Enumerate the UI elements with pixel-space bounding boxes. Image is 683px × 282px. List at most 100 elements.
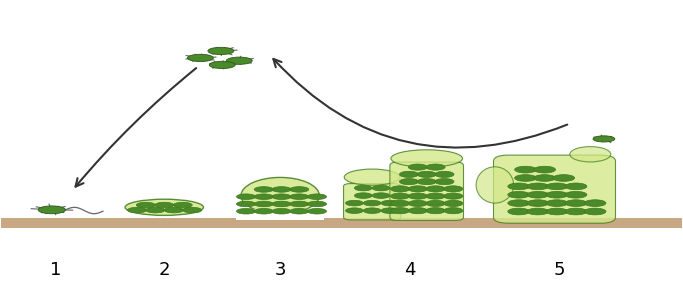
Text: 4: 4 <box>404 261 415 279</box>
Ellipse shape <box>272 201 291 207</box>
Ellipse shape <box>408 193 428 199</box>
Ellipse shape <box>272 194 291 199</box>
Ellipse shape <box>553 175 574 181</box>
Ellipse shape <box>354 185 372 191</box>
Ellipse shape <box>346 200 363 206</box>
Ellipse shape <box>137 202 156 208</box>
Ellipse shape <box>187 54 213 61</box>
Ellipse shape <box>514 166 536 173</box>
Ellipse shape <box>508 191 529 198</box>
Ellipse shape <box>128 207 147 213</box>
Bar <box>236 209 324 220</box>
Ellipse shape <box>508 200 529 206</box>
Ellipse shape <box>514 175 536 181</box>
Ellipse shape <box>354 193 372 198</box>
Ellipse shape <box>391 150 462 167</box>
Ellipse shape <box>372 185 390 191</box>
Ellipse shape <box>372 193 390 198</box>
Ellipse shape <box>346 208 363 213</box>
Ellipse shape <box>381 200 399 206</box>
Ellipse shape <box>527 183 548 190</box>
Ellipse shape <box>444 193 463 199</box>
Ellipse shape <box>444 186 463 192</box>
Ellipse shape <box>38 206 66 214</box>
FancyBboxPatch shape <box>390 162 464 221</box>
Ellipse shape <box>426 193 445 199</box>
Ellipse shape <box>307 201 326 207</box>
Ellipse shape <box>236 194 255 199</box>
Ellipse shape <box>417 179 436 185</box>
Ellipse shape <box>435 171 454 177</box>
Ellipse shape <box>527 191 548 198</box>
Ellipse shape <box>565 208 587 215</box>
Ellipse shape <box>570 147 611 162</box>
FancyBboxPatch shape <box>494 155 615 223</box>
Ellipse shape <box>546 208 568 215</box>
Ellipse shape <box>417 171 436 177</box>
Ellipse shape <box>408 164 428 170</box>
Ellipse shape <box>508 208 529 215</box>
Ellipse shape <box>546 200 568 206</box>
Ellipse shape <box>307 194 326 199</box>
Ellipse shape <box>290 187 309 192</box>
Ellipse shape <box>391 186 410 192</box>
Ellipse shape <box>546 183 568 190</box>
Ellipse shape <box>173 202 192 208</box>
Ellipse shape <box>408 208 428 214</box>
Ellipse shape <box>254 208 273 214</box>
Text: 1: 1 <box>50 261 61 279</box>
Ellipse shape <box>391 208 410 214</box>
Ellipse shape <box>593 136 615 142</box>
Ellipse shape <box>565 200 587 206</box>
Ellipse shape <box>208 47 234 55</box>
Ellipse shape <box>391 200 410 206</box>
Ellipse shape <box>254 194 273 199</box>
Ellipse shape <box>508 183 529 190</box>
Ellipse shape <box>165 207 183 213</box>
Ellipse shape <box>426 208 445 214</box>
Ellipse shape <box>290 201 309 207</box>
Ellipse shape <box>527 200 548 206</box>
Ellipse shape <box>236 208 255 214</box>
Ellipse shape <box>400 171 419 177</box>
Ellipse shape <box>476 167 514 203</box>
Ellipse shape <box>241 177 320 214</box>
Ellipse shape <box>290 208 309 214</box>
Ellipse shape <box>546 191 568 198</box>
Ellipse shape <box>584 200 606 206</box>
Ellipse shape <box>226 57 252 64</box>
Ellipse shape <box>155 202 174 208</box>
Ellipse shape <box>125 199 204 215</box>
Ellipse shape <box>408 200 428 206</box>
Ellipse shape <box>209 61 235 69</box>
Text: 3: 3 <box>275 261 286 279</box>
Ellipse shape <box>435 179 454 185</box>
Ellipse shape <box>254 187 273 192</box>
Ellipse shape <box>565 183 587 190</box>
Ellipse shape <box>444 200 463 206</box>
Ellipse shape <box>426 200 445 206</box>
Text: 2: 2 <box>158 261 170 279</box>
Ellipse shape <box>272 187 291 192</box>
Ellipse shape <box>146 207 165 213</box>
Ellipse shape <box>565 191 587 198</box>
Ellipse shape <box>426 164 445 170</box>
Ellipse shape <box>533 175 555 181</box>
Ellipse shape <box>344 169 400 185</box>
Ellipse shape <box>182 207 201 213</box>
Bar <box>1 219 682 228</box>
Ellipse shape <box>527 208 548 215</box>
Ellipse shape <box>584 208 606 215</box>
Ellipse shape <box>363 208 381 213</box>
Ellipse shape <box>408 186 428 192</box>
Ellipse shape <box>290 194 309 199</box>
FancyBboxPatch shape <box>344 184 401 220</box>
Ellipse shape <box>391 193 410 199</box>
Ellipse shape <box>426 186 445 192</box>
Ellipse shape <box>363 200 381 206</box>
Ellipse shape <box>533 166 555 173</box>
Ellipse shape <box>272 208 291 214</box>
Ellipse shape <box>254 201 273 207</box>
Ellipse shape <box>381 208 399 213</box>
Ellipse shape <box>444 208 463 214</box>
